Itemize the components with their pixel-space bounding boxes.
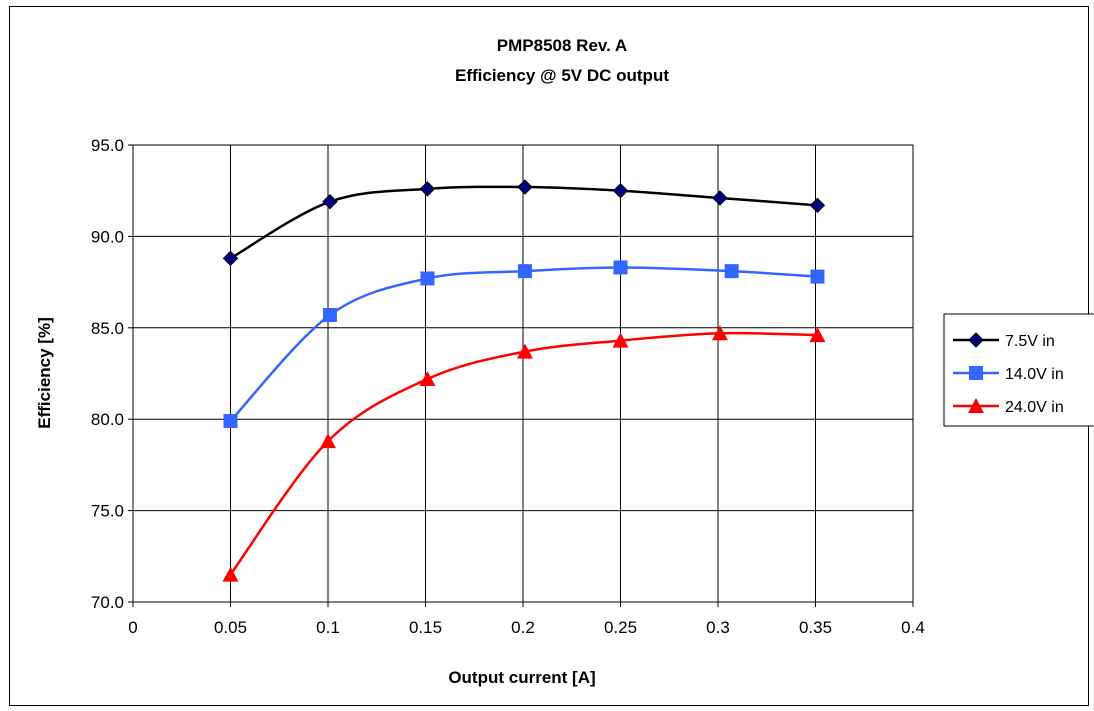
- data-point: [724, 264, 739, 279]
- legend-label: 24.0V in: [1005, 399, 1064, 416]
- legend-entry-14-0v-in: 14.0V in: [953, 366, 1064, 383]
- chart-title: PMP8508 Rev. A: [497, 36, 627, 55]
- x-tick-label: 0.35: [799, 618, 832, 637]
- legend-label: 7.5V in: [1005, 333, 1055, 350]
- x-tick-label: 0.25: [604, 618, 637, 637]
- series-24-0v-in: [222, 325, 826, 582]
- data-point: [809, 327, 826, 343]
- x-tick-label: 0.3: [706, 618, 730, 637]
- y-tick-label: 75.0: [91, 502, 124, 521]
- data-point: [420, 271, 435, 286]
- legend: 7.5V in 14.0V in 24.0V in: [943, 313, 1094, 427]
- data-point: [320, 433, 336, 449]
- data-point: [613, 260, 628, 275]
- grid: [128, 144, 914, 607]
- data-point: [612, 182, 629, 199]
- data-point: [222, 566, 239, 582]
- data-point: [223, 414, 238, 429]
- data-point: [809, 197, 826, 214]
- data-point: [810, 269, 825, 284]
- legend-marker: [968, 332, 984, 348]
- y-tick-label: 90.0: [91, 227, 124, 246]
- series-7-5v-in: [222, 179, 826, 267]
- data-point: [712, 190, 728, 206]
- legend-label: 14.0V in: [1005, 366, 1064, 383]
- chart-subtitle: Efficiency @ 5V DC output: [455, 66, 669, 85]
- x-tick-label: 0.15: [409, 618, 442, 637]
- x-tick-label: 0.1: [316, 618, 340, 637]
- data-point: [517, 179, 533, 195]
- series-14-0v-in: [223, 260, 825, 429]
- y-tick-label: 70.0: [91, 593, 124, 612]
- y-tick-label: 95.0: [91, 136, 124, 155]
- x-tick-label: 0: [128, 618, 137, 637]
- x-tick-label: 0.2: [511, 618, 535, 637]
- x-axis-title: Output current [A]: [448, 668, 595, 687]
- data-point: [711, 325, 728, 341]
- tick-labels: 70.0 75.0 80.0 85.0 90.0 95.0 0 0.05 0.1 0.15 0.2 0…: [91, 136, 925, 637]
- legend-entry-24-0v-in: 24.0V in: [953, 398, 1064, 416]
- y-axis-title: Efficiency [%]: [35, 317, 54, 428]
- legend-entry-7-5v-in: 7.5V in: [953, 332, 1055, 350]
- y-tick-label: 85.0: [91, 319, 124, 338]
- data-point: [322, 308, 337, 323]
- data-point: [322, 193, 338, 210]
- data-point: [419, 370, 436, 386]
- legend-marker: [969, 366, 983, 380]
- series-layer: [222, 179, 826, 582]
- data-point: [419, 181, 436, 197]
- x-tick-label: 0.05: [214, 618, 247, 637]
- data-point: [517, 264, 532, 279]
- y-tick-label: 80.0: [91, 410, 124, 429]
- legend-marker: [968, 398, 984, 413]
- data-point: [612, 332, 629, 348]
- data-point: [516, 343, 533, 359]
- data-point: [222, 250, 239, 267]
- x-tick-label: 0.4: [901, 618, 925, 637]
